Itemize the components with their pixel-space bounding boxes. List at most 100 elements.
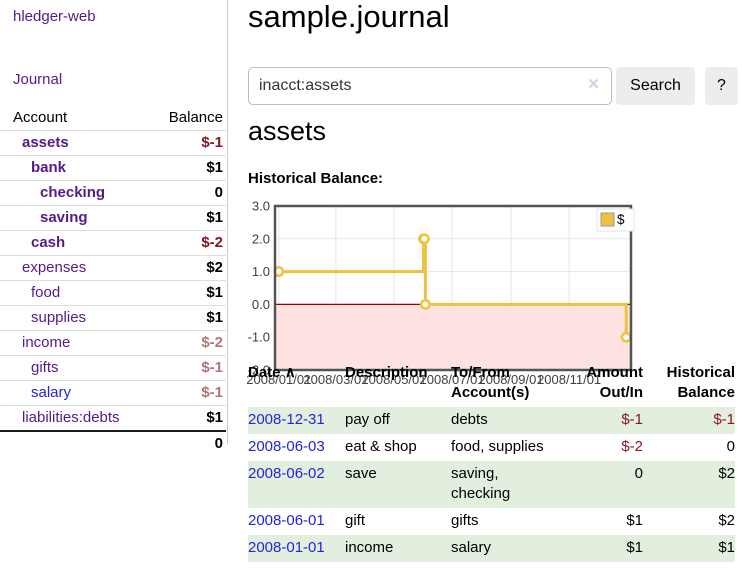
register-table: Date ∧ Description To/From Account(s) Am… [248,361,735,562]
account-row: expenses $2 [0,256,226,281]
account-link[interactable]: saving [0,208,88,227]
register-header-date[interactable]: Date ∧ [248,361,345,407]
register-body: 2008-12-31pay offdebts$-1$-12008-06-03ea… [248,407,735,562]
transaction-description: pay off [345,407,451,434]
transaction-balance: $2 [643,508,735,535]
transaction-balance: $-1 [643,407,735,434]
transaction-description: income [345,535,451,562]
register-row: 2008-12-31pay offdebts$-1$-1 [248,407,735,434]
app-brand-link[interactable]: hledger-web [13,8,96,25]
transaction-accounts: salary [451,535,567,562]
account-row: bank $1 [0,156,226,181]
accounts-total-row: 0 [0,431,226,456]
account-heading: assets [248,114,326,148]
register-header-accounts: To/From Account(s) [451,361,567,407]
y-tick-label: 3.0 [252,199,270,214]
accounts-body: assets$-1bank$1checking0saving$1cash$-2e… [0,131,226,432]
transaction-description: save [345,461,451,508]
accounts-header-row: Account Balance [0,106,226,131]
transaction-amount: 0 [567,461,643,508]
account-row: saving $1 [0,206,226,231]
accounts-total-value: 0 [153,431,226,456]
account-balance: $1 [153,281,226,306]
legend-color-swatch [601,213,614,226]
account-balance: $-2 [153,231,226,256]
transaction-date-link[interactable]: 2008-12-31 [248,411,325,428]
chart-title: Historical Balance: [248,170,383,187]
account-balance: 0 [153,181,226,206]
sort-ascending-icon: ∧ [285,364,296,381]
y-tick-label: -1.0 [248,330,270,345]
accounts-header-account: Account [0,106,153,131]
transaction-amount: $-1 [567,407,643,434]
register-header-amount: Amount Out/In [567,361,643,407]
account-link[interactable]: liabilities:debts [0,408,120,427]
register-row: 2008-06-01 giftgifts$1$2 [248,508,735,535]
account-link[interactable]: assets [0,133,69,152]
sidebar: hledger-web Journal Account Balance asse… [0,0,228,444]
transaction-date-link[interactable]: 2008-06-03 [248,438,325,455]
data-point-marker [420,235,428,243]
account-link[interactable]: checking [0,183,105,202]
transaction-description: gift [345,508,451,535]
account-link[interactable]: supplies [0,308,86,327]
main-content: sample.journal × Search ? assets Histori… [248,0,742,582]
accounts-header-balance: Balance [153,106,226,131]
search-input[interactable] [248,67,612,105]
account-link[interactable]: income [0,333,70,352]
register-row: 2008-06-03 eat & shopfood, supplies$-20 [248,434,735,461]
account-link[interactable]: salary [0,383,71,402]
account-link[interactable]: food [0,283,60,302]
account-balance: $-1 [153,381,226,406]
help-button[interactable]: ? [705,67,738,105]
accounts-table: Account Balance assets $-1 bank $1 checking 0… [0,106,226,456]
legend-label: $ [617,212,625,227]
register-row: 2008-06-02 savesaving, checking0$2 [248,461,735,508]
transaction-accounts: debts [451,407,567,434]
register-row: 2008-01-01incomesalary$1$1 [248,535,735,562]
account-balance: $-2 [153,331,226,356]
register-header-balance: Historical Balance [643,361,735,407]
clear-search-icon[interactable]: × [588,75,599,95]
transaction-date-link[interactable]: 2008-06-02 [248,465,325,482]
accounts-total-spacer [0,431,153,456]
register-header-date-label: Date [248,364,281,381]
account-balance: $-1 [153,131,226,156]
page-title: sample.journal [248,0,450,37]
account-row: supplies $1 [0,306,226,331]
account-row: checking 0 [0,181,226,206]
transaction-amount: $1 [567,535,643,562]
account-balance: $1 [153,156,226,181]
account-link[interactable]: expenses [0,258,86,277]
account-row: salary $-1 [0,381,226,406]
account-balance: $2 [153,256,226,281]
y-tick-label: 2.0 [252,231,270,246]
account-link[interactable]: cash [0,233,65,252]
transaction-balance: $2 [643,461,735,508]
account-balance: $1 [153,306,226,331]
transaction-accounts: gifts [451,508,567,535]
transaction-date-link[interactable]: 2008-01-01 [248,539,325,556]
account-balance: $1 [153,206,226,231]
transaction-amount: $-2 [567,434,643,461]
account-row: cash $-2 [0,231,226,256]
y-tick-label: 0.0 [252,297,270,312]
data-point-marker [421,300,429,308]
transaction-balance: 0 [643,434,735,461]
register-header-description: Description [345,361,451,407]
account-link[interactable]: gifts [0,358,59,377]
account-balance: $-1 [153,356,226,381]
search-button[interactable]: Search [616,67,695,105]
transaction-accounts: saving, checking [451,461,567,508]
search-bar: × Search ? [248,67,742,107]
account-row: income $-2 [0,331,226,356]
account-row: food $1 [0,281,226,306]
account-row: gifts $-1 [0,356,226,381]
account-row: liabilities:debts$1 [0,406,226,432]
account-link[interactable]: bank [0,158,66,177]
sidebar-item-journal[interactable]: Journal [13,71,62,88]
transaction-description: eat & shop [345,434,451,461]
transaction-amount: $1 [567,508,643,535]
transaction-date-link[interactable]: 2008-06-01 [248,512,325,529]
transaction-accounts: food, supplies [451,434,567,461]
